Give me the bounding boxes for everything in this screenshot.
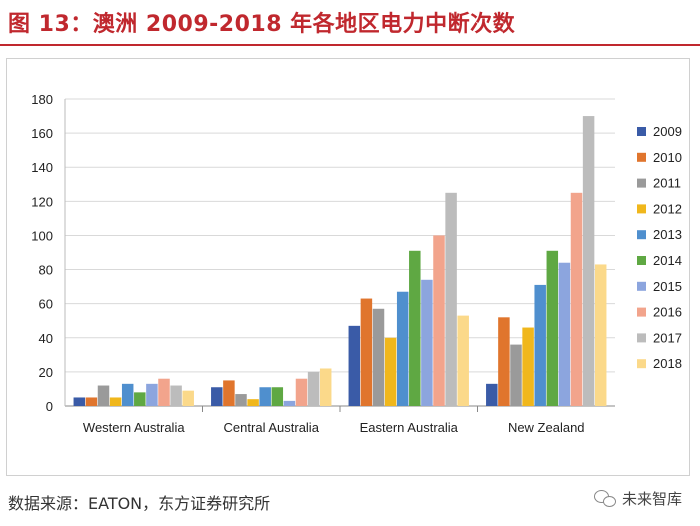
bar-2012-new-zealand: [522, 327, 534, 406]
bar-2014-western-australia: [134, 392, 146, 406]
bar-2017-eastern-australia: [445, 192, 457, 406]
legend-label-2014: 2014: [653, 253, 682, 268]
legend-swatch-2017: [637, 333, 646, 343]
x-tick-label: Central Australia: [224, 420, 320, 435]
y-tick-label: 80: [39, 263, 53, 278]
y-tick-label: 140: [31, 160, 53, 175]
legend-label-2011: 2011: [653, 176, 681, 191]
bar-2014-eastern-australia: [409, 250, 421, 406]
source-note: 数据来源：EATON，东方证券研究所: [8, 494, 271, 513]
x-tick-label: Western Australia: [83, 420, 185, 435]
bar-2016-new-zealand: [570, 192, 583, 406]
y-tick-label: 160: [31, 126, 53, 141]
legend-label-2013: 2013: [653, 227, 682, 242]
bar-2011-eastern-australia: [372, 308, 385, 406]
bar-2012-western-australia: [109, 397, 122, 406]
legend-swatch-2013: [637, 230, 646, 240]
legend-label-2010: 2010: [653, 150, 682, 165]
bar-2014-new-zealand: [546, 250, 559, 406]
y-tick-label: 100: [31, 228, 53, 243]
y-tick-label: 20: [39, 365, 53, 380]
chart-title: 图 13：澳洲 2009-2018 年各地区电力中断次数: [8, 12, 516, 37]
bar-2017-central-australia: [307, 371, 320, 406]
watermark: 未来智库: [593, 488, 682, 509]
y-tick-label: 60: [39, 297, 53, 312]
bar-2010-eastern-australia: [360, 298, 373, 406]
bar-2009-central-australia: [211, 387, 223, 406]
x-tick-label: New Zealand: [508, 420, 585, 435]
bar-2018-western-australia: [182, 390, 194, 406]
bar-2013-western-australia: [121, 383, 134, 406]
legend-swatch-2018: [637, 359, 646, 369]
bar-chart: 0 20 40 60 80 100 120 140 160 180 Western Australi…: [31, 92, 682, 435]
legend-label-2017: 2017: [653, 330, 682, 345]
legend-label-2009: 2009: [653, 124, 682, 139]
bar-2015-western-australia: [146, 383, 158, 406]
bar-2015-central-australia: [283, 400, 296, 406]
legend-swatch-2012: [637, 204, 646, 214]
bar-2009-eastern-australia: [348, 325, 361, 406]
legend-swatch-2009: [637, 127, 646, 136]
bar-2017-new-zealand: [582, 116, 595, 406]
legend-label-2015: 2015: [653, 279, 682, 294]
bar-2018-eastern-australia: [457, 315, 469, 406]
y-tick-label: 120: [31, 194, 53, 209]
bar-2011-western-australia: [97, 385, 110, 406]
bar-2011-new-zealand: [510, 344, 522, 406]
chart-container: 0 20 40 60 80 100 120 140 160 180 Western Australi…: [6, 58, 690, 476]
bar-2011-central-australia: [235, 394, 247, 406]
bar-2016-western-australia: [158, 378, 170, 406]
bar-2010-western-australia: [85, 397, 98, 406]
bar-2014-central-australia: [271, 387, 284, 406]
legend-label-2018: 2018: [653, 356, 682, 371]
bar-2018-new-zealand: [594, 264, 607, 406]
bar-2016-eastern-australia: [433, 235, 445, 406]
wechat-icon: [593, 489, 616, 508]
bar-2009-new-zealand: [486, 383, 498, 406]
legend-swatch-2010: [637, 152, 646, 162]
legend-swatch-2016: [637, 307, 646, 317]
bar-2012-eastern-australia: [384, 337, 397, 406]
legend-swatch-2011: [637, 178, 646, 188]
bar-2010-new-zealand: [498, 317, 510, 406]
y-tick-label: 40: [39, 331, 53, 346]
bar-2013-central-australia: [259, 387, 271, 406]
legend-label-2016: 2016: [653, 305, 682, 320]
bar-2009-western-australia: [73, 397, 86, 406]
x-tick-label: Eastern Australia: [360, 420, 459, 435]
bar-2016-central-australia: [295, 378, 308, 406]
bar-2015-new-zealand: [558, 262, 571, 406]
y-tick-label: 180: [31, 92, 53, 107]
bar-2013-eastern-australia: [396, 291, 409, 406]
legend-swatch-2014: [637, 256, 646, 265]
legend-swatch-2015: [637, 281, 646, 291]
bar-2012-central-australia: [247, 399, 259, 406]
bar-2015-eastern-australia: [421, 279, 433, 406]
y-tick-label: 0: [46, 399, 53, 414]
bar-2017-western-australia: [170, 385, 182, 406]
bar-2013-new-zealand: [534, 284, 546, 406]
watermark-label: 未来智库: [621, 490, 682, 508]
title-divider: [0, 44, 700, 46]
legend-label-2012: 2012: [653, 201, 682, 216]
bar-2010-central-australia: [223, 380, 235, 406]
bar-2018-central-australia: [319, 368, 332, 406]
